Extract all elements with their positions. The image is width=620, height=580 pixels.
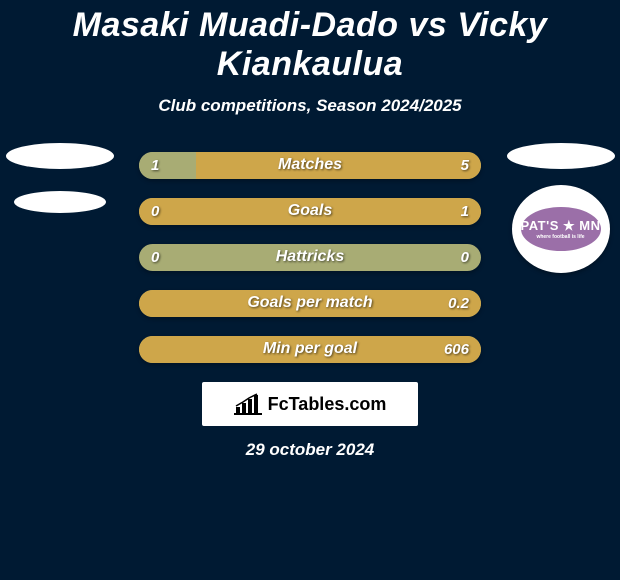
stat-value-right: 606	[444, 336, 469, 363]
brand-text: FcTables.com	[268, 394, 387, 415]
stat-bar: Matches1 5	[139, 152, 481, 179]
stat-label: Hattricks	[139, 244, 481, 271]
stat-label: Goals	[139, 198, 481, 225]
stat-value-left: 1	[151, 152, 159, 179]
stat-label: Goals per match	[139, 290, 481, 317]
player-ellipse-left	[14, 191, 106, 213]
stat-value-right: 5	[461, 152, 469, 179]
stat-value-left: 0	[151, 244, 159, 271]
stat-bar: Hattricks0 0	[139, 244, 481, 271]
brand-chart-icon	[234, 393, 262, 415]
club-badge-inner: PAT'S ★ MNwhere football is life	[521, 207, 601, 251]
club-badge-line1: PAT'S ★ MN	[521, 218, 601, 234]
stat-bar: Min per goal606	[139, 336, 481, 363]
date-line: 29 october 2024	[0, 440, 620, 460]
stat-value-right: 0	[461, 244, 469, 271]
brand-badge: FcTables.com	[202, 382, 418, 426]
stat-value-left: 0	[151, 198, 159, 225]
stat-value-right: 0.2	[448, 290, 469, 317]
player-ellipse-right	[507, 143, 615, 169]
club-badge-line2: where football is life	[536, 234, 584, 240]
page-title: Masaki Muadi-Dado vs Vicky Kiankaulua	[0, 0, 620, 86]
stat-value-right: 1	[461, 198, 469, 225]
stat-label: Min per goal	[139, 336, 481, 363]
stat-label: Matches	[139, 152, 481, 179]
player-ellipse-left	[6, 143, 114, 169]
club-badge-pats: PAT'S ★ MNwhere football is life	[512, 185, 610, 273]
stat-bar: Goals per match0.2	[139, 290, 481, 317]
stat-bar: Goals0 1	[139, 198, 481, 225]
page-subtitle: Club competitions, Season 2024/2025	[0, 96, 620, 116]
comparison-bars: Matches15Goals01Hattricks00Goals per mat…	[0, 134, 620, 364]
